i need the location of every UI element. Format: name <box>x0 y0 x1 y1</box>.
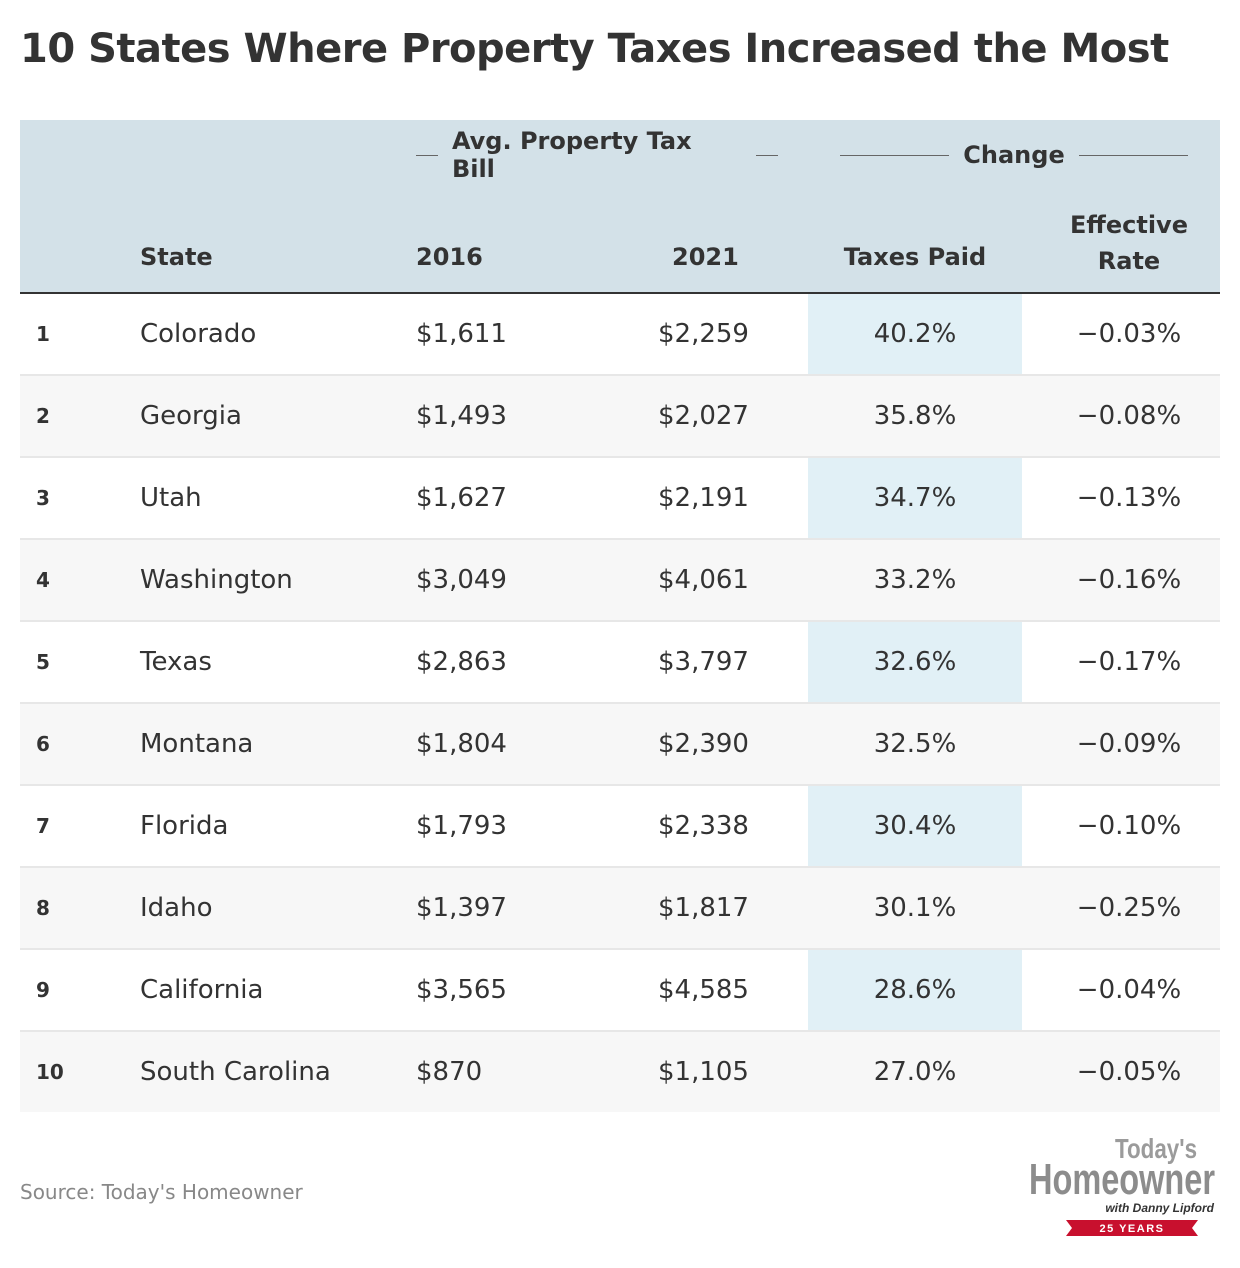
cell-rank: 8 <box>36 896 50 920</box>
cell-rank: 2 <box>36 404 50 428</box>
table-row: 3 Utah $1,627 $2,191 34.7% −0.13% <box>20 458 1220 540</box>
table-row: 6 Montana $1,804 $2,390 32.5% −0.09% <box>20 704 1220 786</box>
group-avg-label: Avg. Property Tax Bill <box>451 127 692 183</box>
col-header-state: State <box>140 243 213 271</box>
cell-2016: $870 <box>416 1057 483 1087</box>
table-row: 2 Georgia $1,493 $2,027 35.8% −0.08% <box>20 376 1220 458</box>
group-avg-property-tax: Avg. Property Tax Bill <box>416 127 778 183</box>
cell-2021: $2,259 <box>658 319 749 349</box>
source-note: Source: Today's Homeowner <box>20 1180 303 1204</box>
cell-rank: 6 <box>36 732 50 756</box>
logo-25-years: 25 YEARS <box>1100 1223 1165 1235</box>
cell-2021: $4,061 <box>658 565 749 595</box>
logo-homeowner: Homeowner <box>1029 1155 1215 1204</box>
group-change: Change <box>840 140 1188 170</box>
cell-effective-rate: −0.04% <box>1076 975 1182 1005</box>
cell-state: Texas <box>140 647 212 677</box>
table-row: 7 Florida $1,793 $2,338 30.4% −0.10% <box>20 786 1220 868</box>
cell-effective-rate: −0.03% <box>1076 319 1182 349</box>
cell-effective-rate: −0.13% <box>1076 483 1182 513</box>
cell-2021: $1,105 <box>658 1057 749 1087</box>
cell-rank: 1 <box>36 322 50 346</box>
cell-taxes-paid: 30.1% <box>873 893 957 923</box>
cell-taxes-paid: 27.0% <box>873 1057 957 1087</box>
logo-todays: Today's <box>1115 1134 1197 1165</box>
cell-2016: $2,863 <box>416 647 507 677</box>
cell-taxes-paid: 30.4% <box>873 811 957 841</box>
cell-effective-rate: −0.16% <box>1076 565 1182 595</box>
cell-2021: $1,817 <box>658 893 749 923</box>
cell-state: Georgia <box>140 401 242 431</box>
cell-2021: $2,191 <box>658 483 749 513</box>
group-rule-right <box>756 154 778 156</box>
cell-effective-rate: −0.09% <box>1076 729 1182 759</box>
data-table: Avg. Property Tax Bill Change State 2016… <box>20 120 1220 1112</box>
col-header-effective-line2: Rate <box>1097 247 1161 275</box>
cell-rank: 9 <box>36 978 50 1002</box>
cell-2016: $1,627 <box>416 483 507 513</box>
col-header-effective-rate: Effective Rate <box>1022 207 1236 279</box>
cell-state: Utah <box>140 483 202 513</box>
cell-taxes-paid: 40.2% <box>873 319 957 349</box>
group-rule-left <box>416 154 438 156</box>
chart-title: 10 States Where Property Taxes Increased… <box>20 26 1169 72</box>
cell-rank: 3 <box>36 486 50 510</box>
col-header-2021: 2021 <box>672 243 739 271</box>
cell-state: Idaho <box>140 893 213 923</box>
col-header-taxes-paid: Taxes Paid <box>843 243 987 271</box>
cell-state: South Carolina <box>140 1057 331 1087</box>
cell-2021: $2,338 <box>658 811 749 841</box>
table-row: 10 South Carolina $870 $1,105 27.0% −0.05% <box>20 1032 1220 1112</box>
group-rule-left <box>840 154 950 156</box>
cell-2016: $3,565 <box>416 975 507 1005</box>
logo-graphic: Today's Homeowner with Danny Lipford 25 … <box>1029 1134 1215 1236</box>
cell-2016: $1,611 <box>416 319 507 349</box>
group-rule-right <box>1078 154 1188 156</box>
cell-2021: $2,027 <box>658 401 749 431</box>
cell-2021: $2,390 <box>658 729 749 759</box>
cell-taxes-paid: 32.5% <box>873 729 957 759</box>
cell-rank: 4 <box>36 568 50 592</box>
table-row: 4 Washington $3,049 $4,061 33.2% −0.16% <box>20 540 1220 622</box>
cell-taxes-paid: 32.6% <box>873 647 957 677</box>
cell-2021: $3,797 <box>658 647 749 677</box>
cell-state: Montana <box>140 729 254 759</box>
cell-state: Colorado <box>140 319 257 349</box>
logo-danny: with Danny Lipford <box>1105 1201 1214 1215</box>
table-row: 8 Idaho $1,397 $1,817 30.1% −0.25% <box>20 868 1220 950</box>
cell-effective-rate: −0.25% <box>1076 893 1182 923</box>
table-row: 9 California $3,565 $4,585 28.6% −0.04% <box>20 950 1220 1032</box>
table-row: 1 Colorado $1,611 $2,259 40.2% −0.03% <box>20 294 1220 376</box>
cell-state: California <box>140 975 264 1005</box>
cell-rank: 10 <box>36 1060 64 1084</box>
cell-taxes-paid: 28.6% <box>873 975 957 1005</box>
cell-2016: $3,049 <box>416 565 507 595</box>
cell-taxes-paid: 34.7% <box>873 483 957 513</box>
cell-state: Florida <box>140 811 229 841</box>
logo-banner <box>1066 1220 1198 1236</box>
todays-homeowner-logo: Today's Homeowner with Danny Lipford 25 … <box>1028 1132 1224 1244</box>
group-change-label: Change <box>963 141 1065 169</box>
cell-taxes-paid: 35.8% <box>873 401 957 431</box>
cell-taxes-paid: 33.2% <box>873 565 957 595</box>
cell-rank: 5 <box>36 650 50 674</box>
cell-effective-rate: −0.17% <box>1076 647 1182 677</box>
table-body: 1 Colorado $1,611 $2,259 40.2% −0.03% 2 Georgia… <box>20 294 1220 1112</box>
cell-effective-rate: −0.08% <box>1076 401 1182 431</box>
cell-2016: $1,804 <box>416 729 507 759</box>
cell-2021: $4,585 <box>658 975 749 1005</box>
cell-effective-rate: −0.10% <box>1076 811 1182 841</box>
col-header-effective-line1: Effective <box>1070 211 1188 239</box>
cell-2016: $1,493 <box>416 401 507 431</box>
cell-effective-rate: −0.05% <box>1076 1057 1182 1087</box>
cell-2016: $1,793 <box>416 811 507 841</box>
cell-state: Washington <box>140 565 293 595</box>
cell-2016: $1,397 <box>416 893 507 923</box>
table-row: 5 Texas $2,863 $3,797 32.6% −0.17% <box>20 622 1220 704</box>
col-header-2016: 2016 <box>416 243 483 271</box>
table-header: Avg. Property Tax Bill Change State 2016… <box>20 120 1220 294</box>
cell-rank: 7 <box>36 814 50 838</box>
